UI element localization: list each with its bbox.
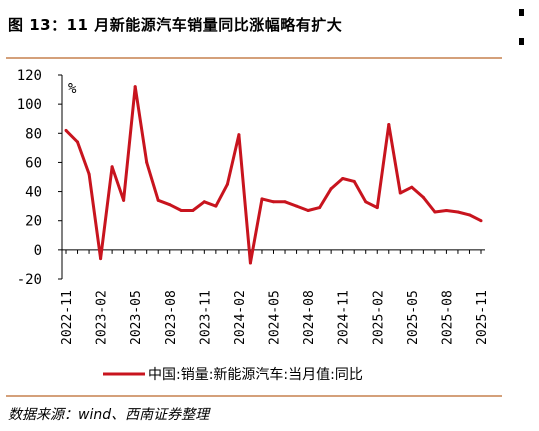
y-tick-label: 60 (25, 155, 42, 171)
data-point (214, 204, 218, 208)
data-point (191, 209, 195, 213)
data-point (237, 133, 241, 137)
series-line (64, 85, 482, 265)
data-point (272, 200, 275, 204)
data-point (456, 210, 460, 214)
x-tick-label: 2025-08 (440, 290, 455, 345)
data-point (133, 85, 137, 89)
data-point (225, 182, 229, 186)
data-point (76, 140, 80, 144)
data-point (122, 198, 126, 202)
data-point (410, 185, 414, 189)
data-point (168, 203, 172, 207)
chart-legend: 中国:销量:新能源汽车:当月值:同比 (103, 366, 363, 383)
x-tick-label: 2024-02 (233, 290, 248, 345)
x-axis-ticks: 2022-11 2023-02 2023-05 2023-08 2023-11 2024-… (60, 249, 490, 345)
data-point (467, 213, 471, 217)
data-point (387, 123, 391, 127)
x-tick-label: 2025-05 (406, 290, 421, 345)
x-tick-label: 2025-02 (371, 290, 386, 345)
x-tick-label: 2023-11 (198, 290, 213, 345)
side-panel-edge (507, 0, 539, 431)
data-point (99, 257, 103, 261)
x-tick-label: 2022-11 (60, 290, 75, 345)
data-point (295, 204, 299, 208)
data-point (352, 179, 356, 183)
data-point (283, 200, 287, 204)
x-tick-label: 2024-11 (337, 290, 352, 345)
x-tick-label: 2023-05 (129, 290, 144, 345)
data-point (329, 187, 333, 191)
figure-title: 图 13：11 月新能源汽车销量同比涨幅略有扩大 (8, 16, 343, 34)
data-point (145, 160, 149, 164)
data-point (375, 206, 379, 210)
data-point (318, 206, 322, 210)
legend-label: 中国:销量:新能源汽车:当月值:同比 (148, 366, 363, 383)
data-point (110, 165, 114, 169)
data-point (179, 209, 183, 213)
data-point (433, 210, 437, 214)
y-tick-label: 0 (34, 243, 42, 259)
data-point (260, 197, 264, 201)
y-axis-ticks: 120 100 80 60 40 20 0 -20 (17, 68, 62, 288)
data-point (202, 200, 206, 204)
y-unit-label: % (68, 81, 77, 97)
data-point (87, 172, 91, 176)
y-tick-label: 80 (25, 126, 42, 142)
y-tick-label: 20 (25, 214, 42, 230)
data-point (248, 261, 252, 265)
x-tick-label: 2024-05 (268, 290, 283, 345)
x-tick-label: 2025-11 (475, 290, 490, 345)
data-point (364, 200, 368, 204)
x-tick-label: 2024-08 (302, 290, 317, 345)
title-divider (6, 57, 502, 59)
data-point (421, 195, 425, 199)
data-point (479, 219, 483, 223)
y-tick-label: -20 (17, 272, 42, 288)
y-tick-label: 120 (17, 68, 42, 84)
data-point (444, 209, 448, 213)
y-tick-label: 40 (25, 185, 42, 201)
line-chart: 120 100 80 60 40 20 0 -20 2022-11 2023-02 2023-05… (17, 68, 490, 383)
side-marker (519, 38, 524, 45)
data-point (398, 191, 402, 195)
data-point (64, 128, 68, 132)
data-point (156, 198, 160, 202)
data-point (306, 209, 310, 213)
x-tick-label: 2023-02 (95, 290, 110, 345)
data-point (341, 176, 345, 180)
y-tick-label: 100 (17, 97, 42, 113)
x-tick-label: 2023-08 (164, 290, 179, 345)
source-note: 数据来源：wind、西南证券整理 (8, 407, 210, 423)
side-marker (519, 9, 524, 16)
source-divider (6, 395, 502, 397)
series-group (64, 85, 483, 265)
